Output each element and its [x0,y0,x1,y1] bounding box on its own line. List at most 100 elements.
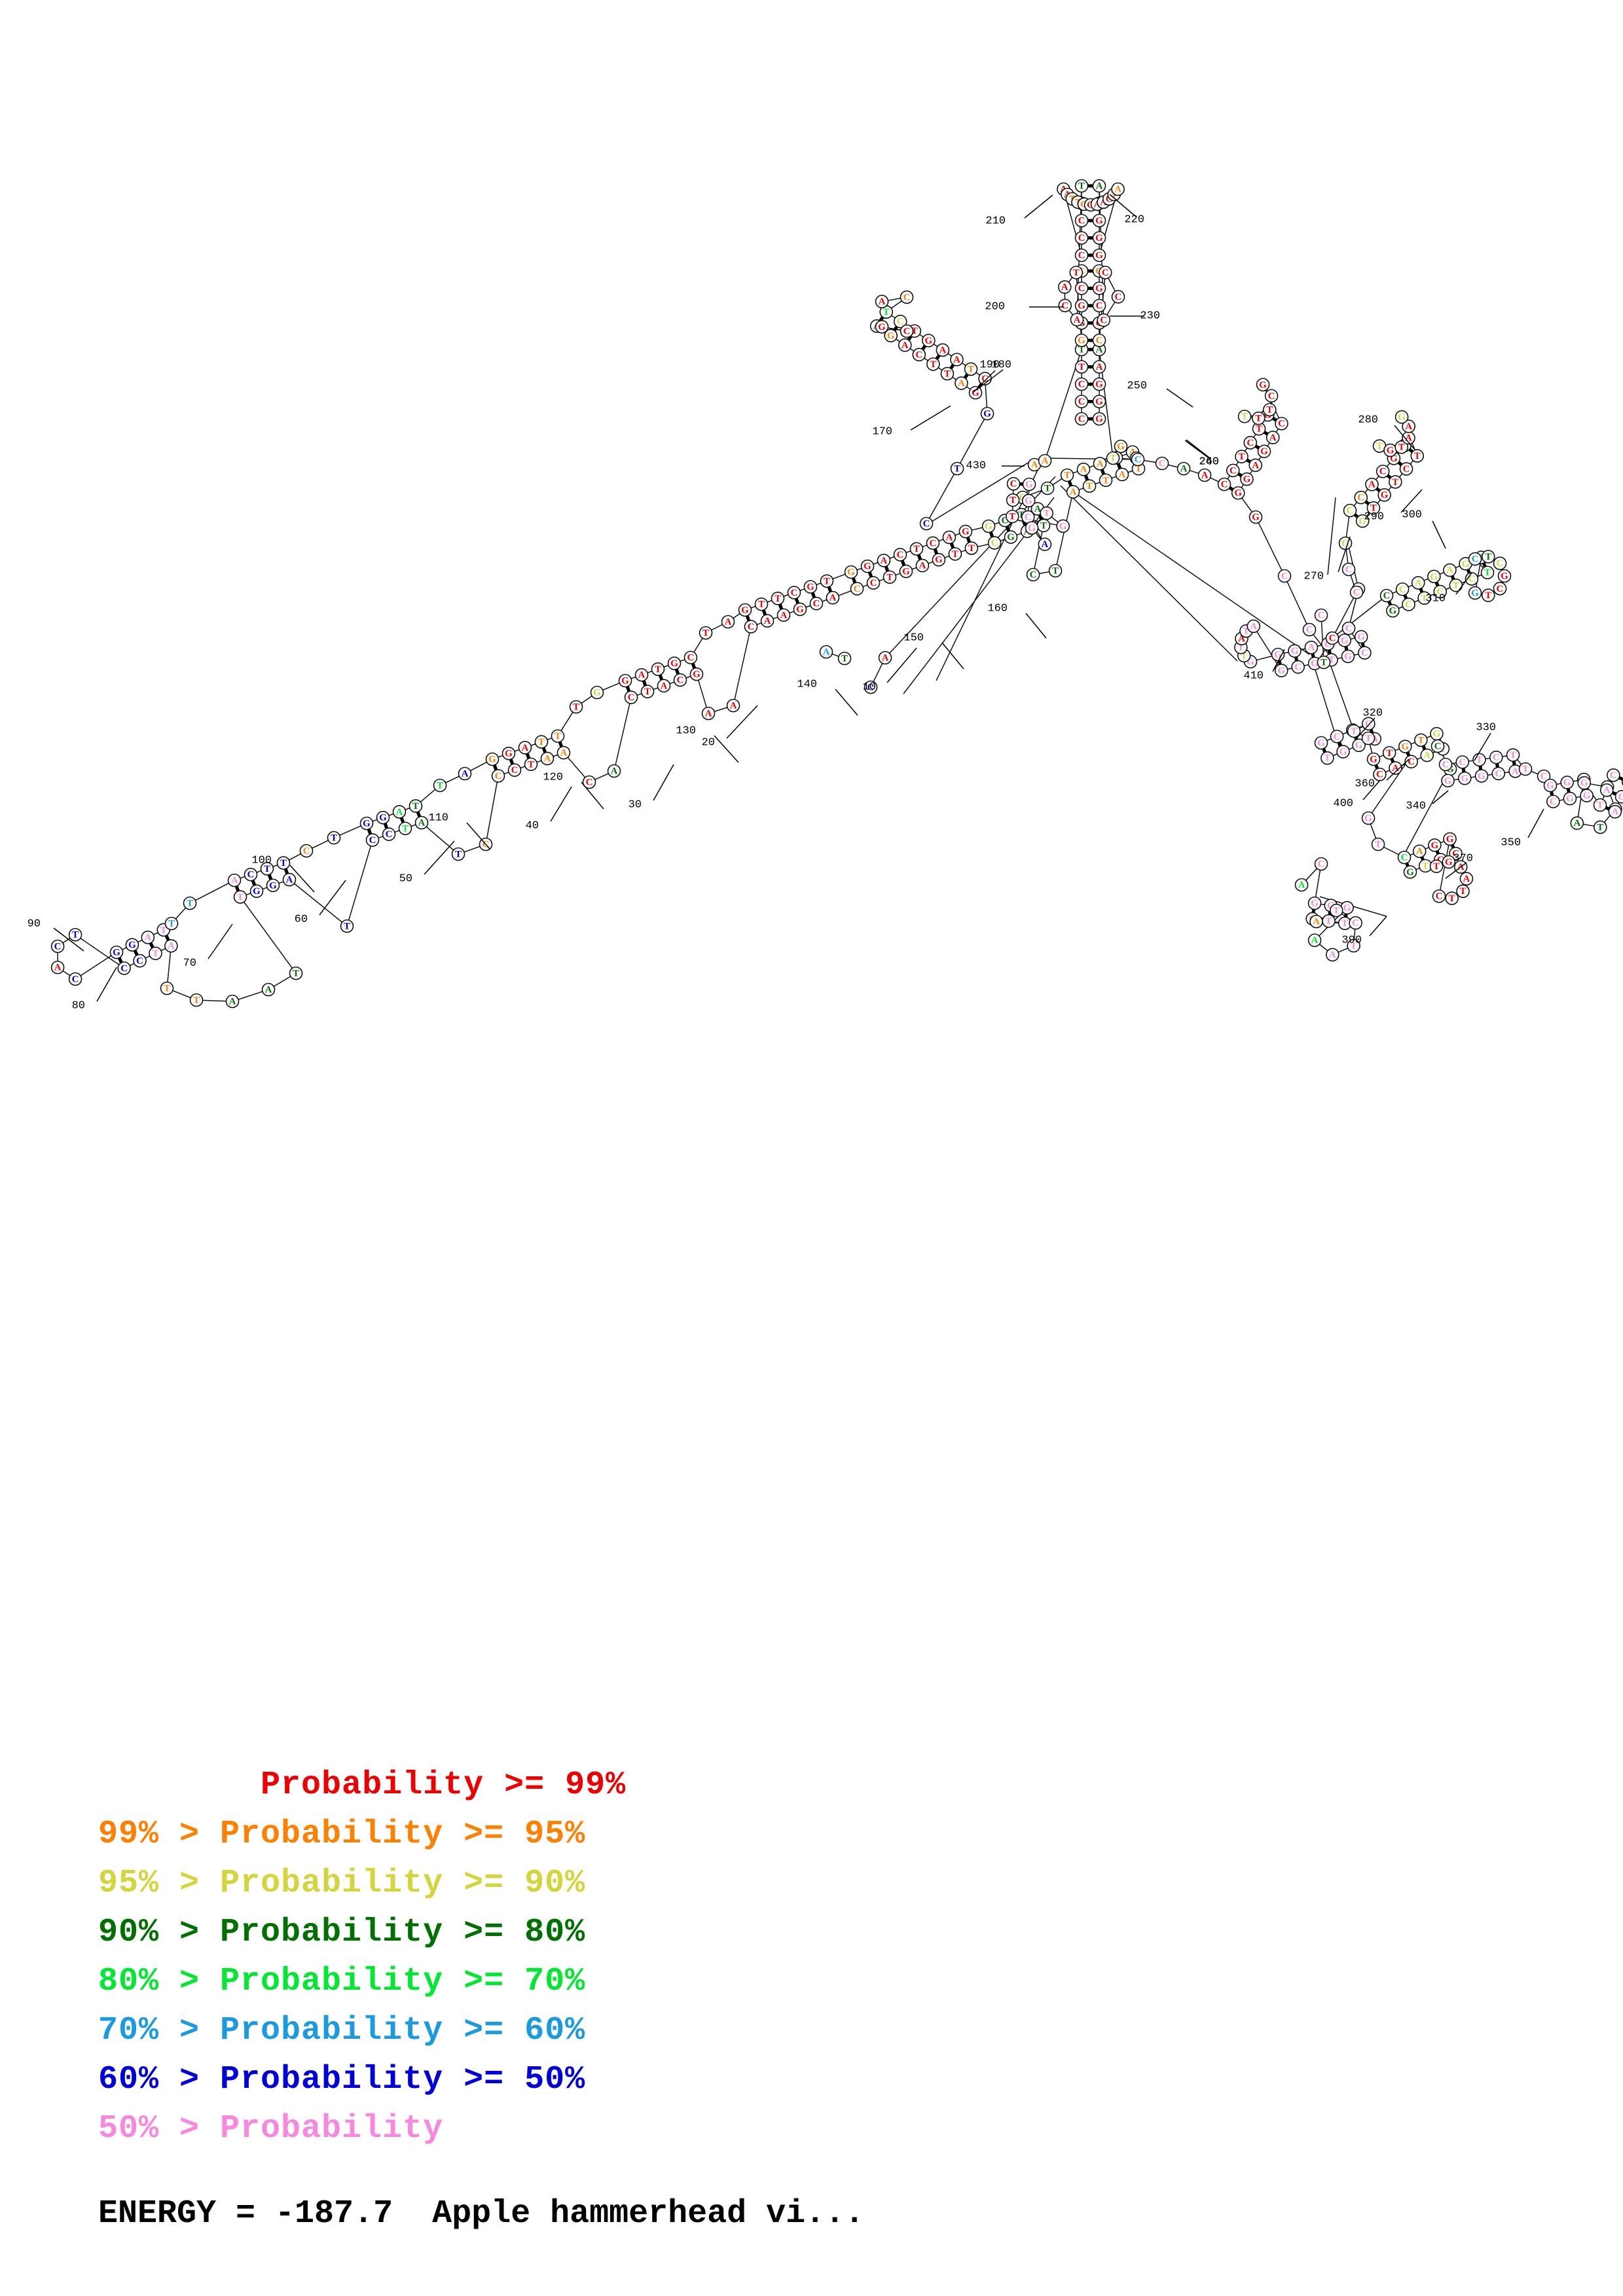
nucleotide-letter: C [386,829,393,840]
nucleotide-letter: T [1351,726,1357,737]
nucleotide-circle [1092,281,1106,295]
position-leader-line [1109,194,1137,217]
nucleotide-circle [803,580,818,594]
nucleotide-letter: C [867,683,875,693]
nucleotide-letter: G [1341,636,1349,646]
nucleotide-circle [1362,717,1376,731]
nucleotide-circle [919,516,934,531]
position-number-label: 250 [1127,380,1147,393]
nucleotide-circle [244,867,258,882]
nucleotide-circle [1262,403,1277,417]
nucleotide-circle [1288,644,1302,658]
nucleotide-letter: A [1096,181,1103,192]
nucleotide-circle [1325,631,1340,645]
nucleotide-circle [1074,179,1089,193]
nucleotide-circle [1111,290,1125,304]
nucleotide-circle [1417,591,1431,605]
nucleotide-circle [1082,479,1097,493]
nucleotide-circle [1355,514,1370,528]
nucleotide-circle [1066,485,1080,499]
nucleotide-circle [1493,581,1507,596]
nucleotide-letter: A [1603,785,1611,796]
nucleotide-letter: C [1247,438,1254,448]
nucleotide-letter: C [1268,391,1275,401]
nucleotide-letter: G [983,409,991,420]
nucleotide-letter: C [1078,283,1085,294]
position-leader-line [1474,732,1491,761]
position-number-label: 130 [676,725,696,738]
nucleotide-circle [684,651,698,664]
nucleotide-circle [1058,298,1072,313]
nucleotide-circle [950,461,964,476]
nucleotide-circle [409,799,423,813]
nucleotide-letter: A [418,817,426,828]
nucleotide-circle [1580,789,1594,802]
position-leader-line [1527,808,1544,838]
nucleotide-circle [884,329,898,343]
nucleotide-circle [1307,933,1322,947]
nucleotide-circle [981,519,996,533]
legend-row-95: 99% > Probability >= 95% [98,1816,586,1853]
nucleotide-letter: A [1313,917,1320,927]
nucleotide-circle [1243,436,1258,450]
nucleotide-letter: G [1095,251,1103,261]
nucleotide-letter: A [229,997,236,1007]
nucleotide-letter: T [1018,510,1025,520]
nucleotide-letter: T [280,858,287,869]
nucleotide-letter: T [1510,750,1516,761]
nucleotide-letter: T [1243,626,1249,637]
nucleotide-letter: C [1078,380,1085,390]
nucleotide-circle [1389,761,1402,775]
nucleotide-letter: T [72,930,79,941]
nucleotide-letter: A [829,593,836,603]
nucleotide-circle [726,698,740,713]
nucleotide-letter: T [1449,893,1455,904]
nucleotide-circle [1336,745,1350,759]
nucleotide-circle [1291,660,1305,674]
nucleotide-letter: G [1291,646,1299,656]
nucleotide-circle [850,582,864,596]
nucleotide-circle [1593,798,1607,812]
nucleotide-letter: A [1096,362,1103,372]
nucleotide-circle [1256,378,1270,392]
nucleotide-circle [776,608,791,622]
nucleotide-letter: A [764,616,771,626]
nucleotide-letter: C [1278,419,1285,429]
nucleotide-letter: C [303,846,310,857]
nucleotide-circle [1074,281,1089,295]
nucleotide-circle [1546,795,1560,808]
nucleotide-circle [1302,622,1317,637]
legend-row-50: 60% > Probability >= 50% [98,2061,586,2098]
nucleotide-circle [826,590,840,605]
nucleotide-circle [1006,476,1021,491]
nucleotide-circle [1594,820,1607,834]
nucleotide-circle [860,559,875,573]
nucleotide-circle [1057,280,1072,294]
nucleotide-circle [1349,916,1362,930]
nucleotide-circle [1251,411,1266,425]
nucleotide-circle [491,769,505,783]
nucleotide-letter: T [968,543,975,554]
nucleotide-letter: G [962,527,970,537]
nucleotide-letter: C [1399,584,1406,595]
nucleotide-circle [1274,664,1288,677]
nucleotide-letter: A [945,532,953,543]
nucleotide-letter: G [1259,380,1267,390]
position-number-label: 90 [27,918,41,931]
nucleotide-letter: A [462,769,469,780]
nucleotide-letter: A [1311,935,1319,946]
nucleotide-circle [1442,855,1456,869]
nucleotide-circle [942,530,957,545]
nucleotide-letter: G [902,566,910,577]
nucleotide-circle [1614,790,1623,804]
nucleotide-letter: T [1485,552,1491,562]
nucleotide-letter: T [952,549,958,560]
nucleotide-letter: T [168,919,175,929]
nucleotide-circle [1022,477,1036,492]
nucleotide-letter: C [791,588,798,598]
nucleotide-circle [414,816,429,830]
nucleotide-letter: C [1442,760,1450,770]
nucleotide-letter: C [1078,414,1085,425]
nucleotide-letter: A [1423,750,1431,761]
nucleotide-circle [1412,844,1427,858]
